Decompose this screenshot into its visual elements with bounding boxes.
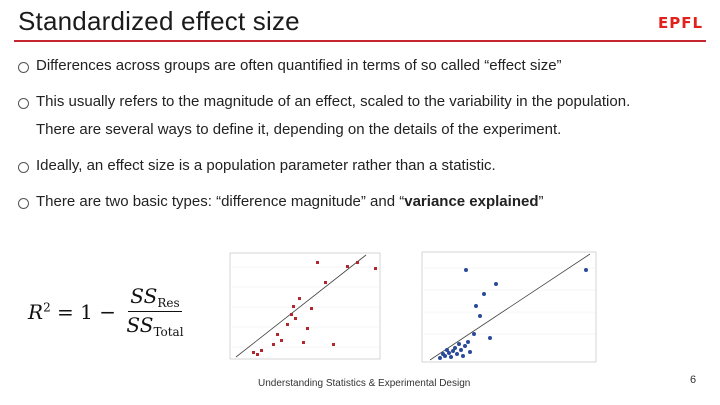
bullet-text: Ideally, an effect size is a population …: [36, 157, 496, 174]
bullet-circle-icon: [18, 62, 29, 73]
bullet-circle-icon: [18, 162, 29, 173]
scatter-plot-blue: [410, 246, 600, 372]
bullet-circle-icon: [18, 198, 29, 209]
epfl-logo: EPFL: [658, 14, 704, 32]
bullet-4: There are two basic types: “difference m…: [18, 193, 544, 210]
bullet-1: Differences across groups are often quan…: [18, 57, 562, 74]
scatter-plot-red: [216, 247, 384, 371]
fit-line: [429, 253, 591, 361]
fit-line: [235, 254, 367, 358]
page-number: 6: [690, 374, 697, 386]
footer-course-title: Understanding Statistics & Experimental …: [258, 378, 471, 389]
bullet-text: Differences across groups are often quan…: [36, 57, 562, 74]
page-title: Standardized effect size: [18, 6, 300, 36]
r-squared-formula: R2 = 1 − SSRes SSTotal: [28, 284, 184, 339]
bullet-2: This usually refers to the magnitude of …: [18, 93, 630, 110]
bullet-circle-icon: [18, 98, 29, 109]
bullet-2-continuation: There are several ways to define it, dep…: [36, 121, 562, 138]
bullet-text: There are two basic types: “difference m…: [36, 193, 544, 210]
bullet-3: Ideally, an effect size is a population …: [18, 157, 496, 174]
title-divider: [14, 40, 706, 42]
bullet-text: This usually refers to the magnitude of …: [36, 93, 631, 110]
